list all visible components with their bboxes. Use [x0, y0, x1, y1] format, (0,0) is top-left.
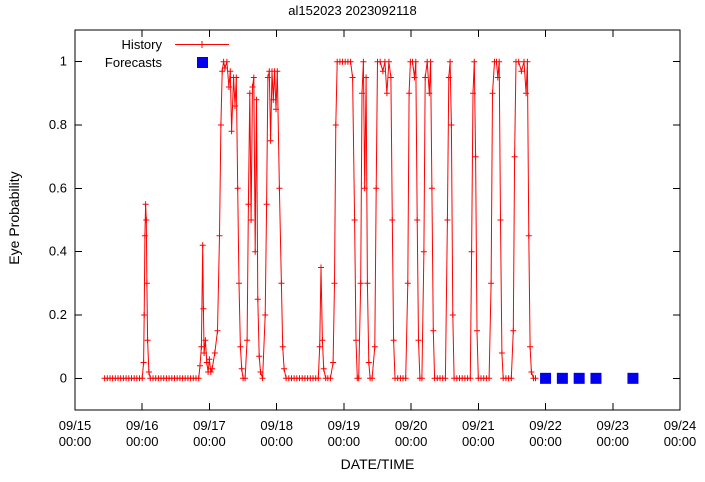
forecast-point: [627, 372, 639, 384]
forecast-point: [573, 372, 585, 384]
forecast-square-icon: [196, 56, 208, 68]
legend-item-forecasts: Forecasts: [96, 53, 230, 71]
x-tick-label-time: 00:00: [395, 434, 428, 449]
x-tick-label-date: 09/22: [529, 418, 562, 433]
legend: History Forecasts: [96, 35, 230, 71]
history-line: [104, 61, 536, 379]
forecast-point: [540, 372, 552, 384]
x-tick-label-date: 09/15: [59, 418, 92, 433]
forecast-point: [556, 372, 568, 384]
y-axis-label: Eye Probability: [6, 171, 22, 265]
x-tick-label-time: 00:00: [126, 434, 159, 449]
x-tick-label-date: 09/24: [664, 418, 697, 433]
x-tick-label-date: 09/19: [328, 418, 361, 433]
x-tick-label-time: 00:00: [664, 434, 697, 449]
legend-label-forecasts: Forecasts: [104, 54, 162, 70]
x-tick-label-time: 00:00: [529, 434, 562, 449]
x-axis-label: DATE/TIME: [340, 456, 415, 472]
forecast-point: [590, 372, 602, 384]
x-tick-label-date: 09/18: [260, 418, 293, 433]
legend-label-history: History: [121, 36, 162, 52]
x-tick-label-date: 09/17: [193, 418, 226, 433]
x-tick-label-time: 00:00: [59, 434, 92, 449]
y-tick-label: 0.2: [49, 307, 67, 322]
x-tick-label-time: 00:00: [260, 434, 293, 449]
y-tick-label: 1: [60, 54, 67, 69]
page-title: al152023 2023092118: [288, 3, 417, 18]
x-tick-label-time: 00:00: [462, 434, 495, 449]
x-tick-label-time: 00:00: [597, 434, 630, 449]
y-tick-label: 0.4: [49, 244, 67, 259]
x-tick-label-time: 00:00: [328, 434, 361, 449]
legend-item-history: History: [96, 35, 230, 53]
plot-border: [74, 29, 681, 411]
history-plus-markers: [101, 58, 539, 382]
x-tick-label-date: 09/20: [395, 418, 428, 433]
x-tick-label-date: 09/16: [126, 418, 159, 433]
y-tick-label: 0: [60, 370, 67, 385]
y-tick-label: 0.6: [49, 180, 67, 195]
x-tick-label-date: 09/21: [462, 418, 495, 433]
x-tick-label-time: 00:00: [193, 434, 226, 449]
history-line-plus-icon: [175, 40, 229, 48]
x-tick-label-date: 09/23: [597, 418, 630, 433]
y-tick-label: 0.8: [49, 117, 67, 132]
